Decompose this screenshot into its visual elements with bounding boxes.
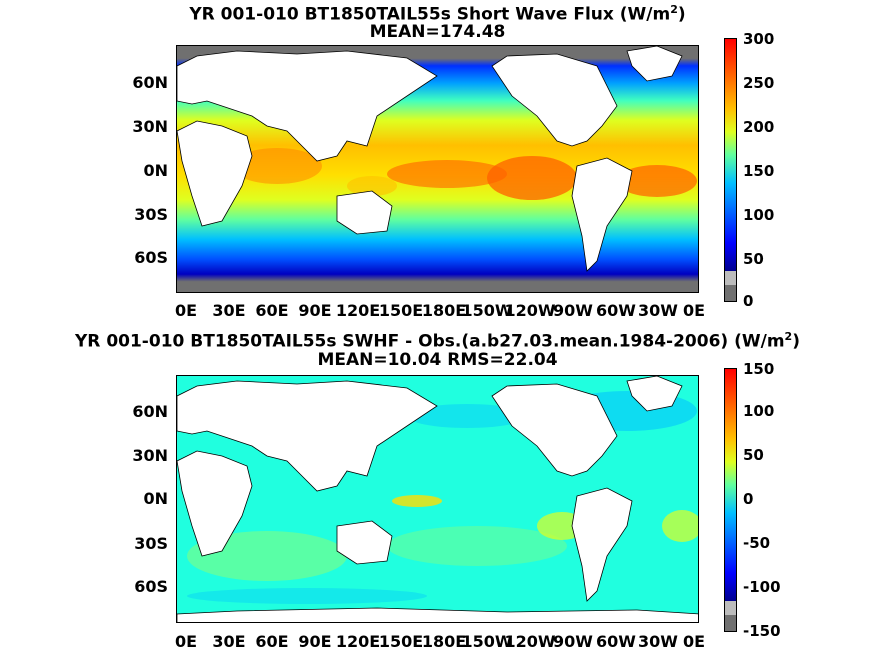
panel2-title: YR 001-010 BT1850TAIL55s SWHF - Obs.(a.b… bbox=[75, 330, 800, 352]
lat-label-0n: 0N bbox=[143, 161, 168, 180]
lat-label-30n: 30N bbox=[132, 117, 168, 136]
lon-label: 120E bbox=[335, 632, 381, 651]
panel1-subtitle: MEAN=174.48 bbox=[369, 22, 506, 42]
lon-label: 0E bbox=[682, 301, 706, 320]
lon-label: 0E bbox=[174, 301, 198, 320]
lon-label: 90W bbox=[553, 301, 593, 320]
lon-label: 30E bbox=[212, 301, 246, 320]
lon-label: 90E bbox=[298, 632, 332, 651]
lon-label: 90E bbox=[298, 301, 332, 320]
lon-label: 60E bbox=[255, 632, 289, 651]
lon-label: 180E bbox=[421, 301, 467, 320]
lat-label-0n: 0N bbox=[143, 489, 168, 508]
lat-label-60n: 60N bbox=[132, 73, 168, 92]
lon-label: 150W bbox=[461, 301, 513, 320]
colorbar1-label: 200 bbox=[743, 118, 775, 136]
colorbar1-label: 100 bbox=[743, 206, 775, 224]
map-shortwave-flux bbox=[177, 46, 698, 292]
lon-label: 150W bbox=[461, 632, 513, 651]
colorbar1-label: 250 bbox=[743, 74, 775, 92]
lon-label: 90W bbox=[553, 632, 593, 651]
lon-label: 120E bbox=[335, 301, 381, 320]
lat-label-30s: 30S bbox=[134, 205, 168, 224]
colorbar1-label: 0 bbox=[743, 292, 754, 310]
lon-label: 60E bbox=[255, 301, 289, 320]
lon-label: 30W bbox=[638, 632, 678, 651]
lon-label: 30W bbox=[638, 301, 678, 320]
colorbar1-label: 150 bbox=[743, 162, 775, 180]
panel2-subtitle: MEAN=10.04 RMS=22.04 bbox=[317, 350, 558, 370]
lon-label: 180E bbox=[421, 632, 467, 651]
lon-label: 120W bbox=[504, 301, 556, 320]
lat-label-60s: 60S bbox=[134, 248, 168, 267]
lat-label-60s: 60S bbox=[134, 577, 168, 596]
colorbar1-label: 300 bbox=[743, 30, 775, 48]
land-masses bbox=[177, 376, 698, 622]
lat-label-60n: 60N bbox=[132, 402, 168, 421]
colorbar1-label: 50 bbox=[743, 250, 764, 268]
colorbar2-label: 0 bbox=[743, 490, 754, 508]
lon-label: 60W bbox=[596, 632, 636, 651]
map-swhf-difference bbox=[177, 376, 698, 622]
lon-label: 30E bbox=[212, 632, 246, 651]
colorbar2-label: -100 bbox=[743, 578, 781, 596]
lon-label: 120W bbox=[504, 632, 556, 651]
colorbar2-label: 100 bbox=[743, 402, 775, 420]
colorbar-swhf-difference bbox=[724, 368, 737, 632]
colorbar-shortwave-flux bbox=[724, 38, 737, 302]
lat-label-30s: 30S bbox=[134, 534, 168, 553]
lon-label: 150E bbox=[378, 632, 424, 651]
lon-label: 150E bbox=[378, 301, 424, 320]
colorbar2-label: 150 bbox=[743, 360, 775, 378]
colorbar2-label: 50 bbox=[743, 446, 764, 464]
lat-label-30n: 30N bbox=[132, 446, 168, 465]
colorbar2-label: -150 bbox=[743, 622, 781, 640]
map-panel-swhf-difference bbox=[176, 375, 699, 623]
panel1-title: YR 001-010 BT1850TAIL55s Short Wave Flux… bbox=[189, 3, 686, 25]
land-masses bbox=[177, 46, 683, 272]
colorbar2-label: -50 bbox=[743, 534, 771, 552]
lon-label: 0E bbox=[174, 632, 198, 651]
map-panel-shortwave-flux bbox=[176, 45, 699, 293]
lon-label: 60W bbox=[596, 301, 636, 320]
lon-label: 0E bbox=[682, 632, 706, 651]
